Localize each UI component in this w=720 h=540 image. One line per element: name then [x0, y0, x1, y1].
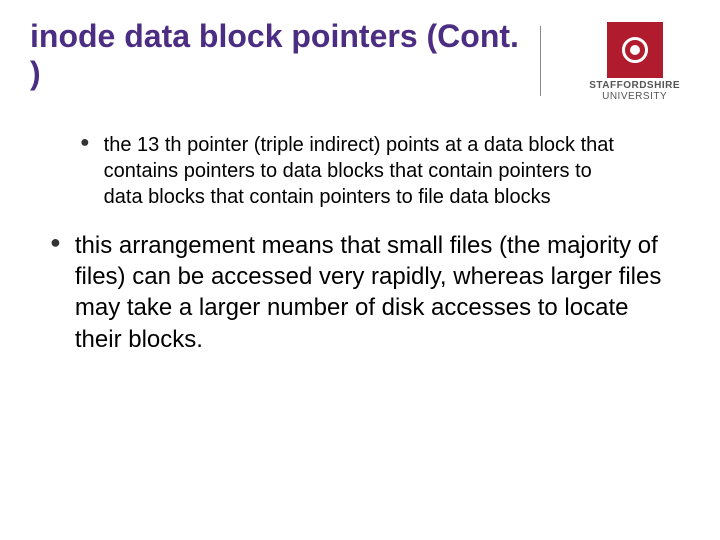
- bullet-icon: ●: [50, 230, 61, 355]
- vertical-divider: [540, 26, 541, 96]
- sub-bullet: ● the 13 th pointer (triple indirect) po…: [80, 132, 680, 210]
- logo-text: STAFFORDSHIRE UNIVERSITY: [589, 81, 680, 102]
- logo-text-line1: STAFFORDSHIRE: [589, 80, 680, 91]
- main-bullet: ● this arrangement means that small file…: [50, 230, 680, 355]
- page-title: inode data block pointers (Cont. ): [30, 18, 530, 92]
- header-row: inode data block pointers (Cont. ) STAFF…: [30, 18, 680, 102]
- content: ● the 13 th pointer (triple indirect) po…: [30, 132, 680, 355]
- logo-icon: [607, 22, 663, 78]
- slide: inode data block pointers (Cont. ) STAFF…: [0, 0, 720, 540]
- logo-text-line2: UNIVERSITY: [602, 91, 667, 102]
- main-bullet-text: this arrangement means that small files …: [75, 230, 665, 355]
- bullet-icon: ●: [80, 132, 90, 210]
- university-logo: STAFFORDSHIRE UNIVERSITY: [589, 22, 680, 102]
- sub-bullet-text: the 13 th pointer (triple indirect) poin…: [104, 132, 634, 210]
